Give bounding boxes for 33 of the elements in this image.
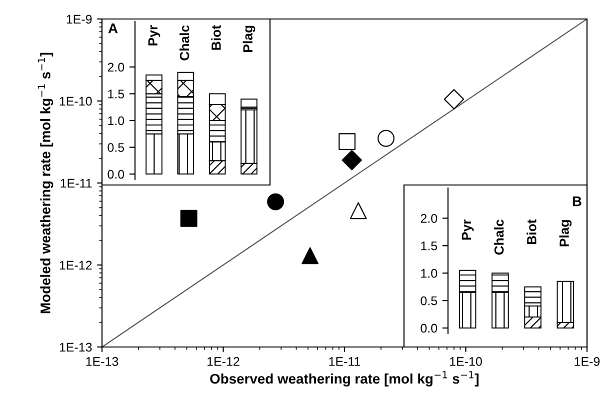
y-tick-label: 1.0: [108, 116, 124, 126]
y-tick-label: 1E-10: [60, 96, 92, 106]
category-label: Chalc: [180, 25, 190, 60]
y-tick-label: 2.0: [420, 214, 438, 223]
y-tick-label: 0.5: [108, 143, 124, 152]
annotation: B: [572, 196, 582, 206]
category-label: Biot: [211, 25, 221, 50]
category-label: Plag: [559, 220, 572, 246]
bar: [240, 98, 258, 108]
x-tick-label: 1E-13: [86, 357, 118, 366]
category-label: Chalc: [494, 220, 504, 255]
y-tick-label: 0.5: [420, 296, 438, 306]
y-tick-label: 1.5: [421, 242, 438, 250]
y-tick-label: 0.0: [108, 170, 124, 179]
x-tick-label: 1E-10: [450, 357, 482, 366]
y-tick-label: 1E-9: [66, 14, 92, 24]
y-tick-label: 1.0: [421, 268, 438, 278]
y-tick-label: 2.0: [108, 62, 124, 72]
category-label: Plag: [242, 26, 256, 52]
category-label: Pyr: [148, 25, 160, 46]
annotation: A: [108, 24, 118, 34]
y-tick-label: 1.5: [108, 90, 124, 98]
x-tick-label: 1E-12: [208, 357, 240, 366]
x-axis-title: Observed weathering rate [mol kg$^{−1}$ s$^{−1}$]: [210, 371, 479, 386]
x-tick-label: 1E-9: [574, 357, 600, 366]
y-tick-label: 1E-13: [60, 342, 92, 352]
category-label: Pyr: [462, 219, 474, 240]
y-tick-label: 1E-11: [60, 178, 92, 188]
y-tick-label: 1E-12: [60, 260, 92, 270]
category-label: Biot: [526, 219, 536, 244]
y-axis-title: Modeled weathering rate [mol kg$^{−1}$ s$^{−1}$]: [38, 52, 54, 314]
y-tick-label: 0.0: [420, 324, 438, 333]
x-tick-label: 1E-11: [329, 357, 360, 366]
